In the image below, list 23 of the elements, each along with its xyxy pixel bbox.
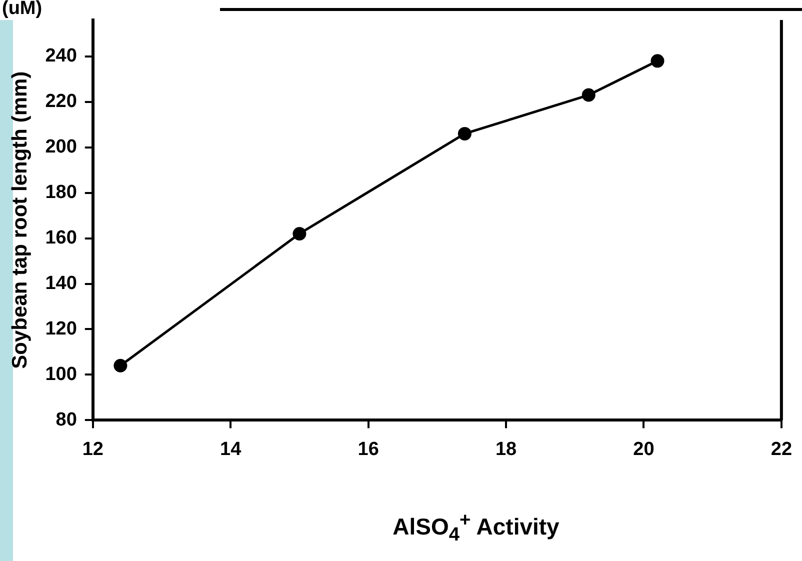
point — [292, 226, 306, 240]
y-tick-label: 160 — [45, 228, 77, 249]
point — [650, 54, 664, 68]
y-tick-label: 120 — [45, 318, 77, 340]
point — [458, 126, 472, 140]
y-tick-label: 80 — [56, 409, 77, 430]
x-tick-label: 12 — [82, 438, 104, 460]
y-tick-label: 200 — [45, 136, 77, 158]
x-tick-label: 18 — [495, 438, 517, 460]
x-tick-label: 22 — [770, 438, 792, 460]
y-tick-label: 240 — [45, 46, 77, 67]
x-tick-label: 14 — [220, 438, 242, 460]
y-tick-label: 220 — [45, 91, 77, 112]
point — [582, 88, 596, 102]
y-tick-label: 100 — [45, 364, 77, 385]
y-tick-label: 180 — [45, 182, 77, 204]
x-tick-label: 20 — [633, 438, 654, 460]
y-axis-title: Soybean tap root length (mm) — [8, 71, 32, 369]
x-tick-label: 16 — [358, 438, 379, 460]
y-tick-label: 140 — [45, 273, 77, 294]
text: (uM) — [2, 0, 42, 20]
x-axis-title: AlSO$_{4}$$^{+}$ Activity — [392, 510, 560, 546]
point — [114, 358, 128, 372]
